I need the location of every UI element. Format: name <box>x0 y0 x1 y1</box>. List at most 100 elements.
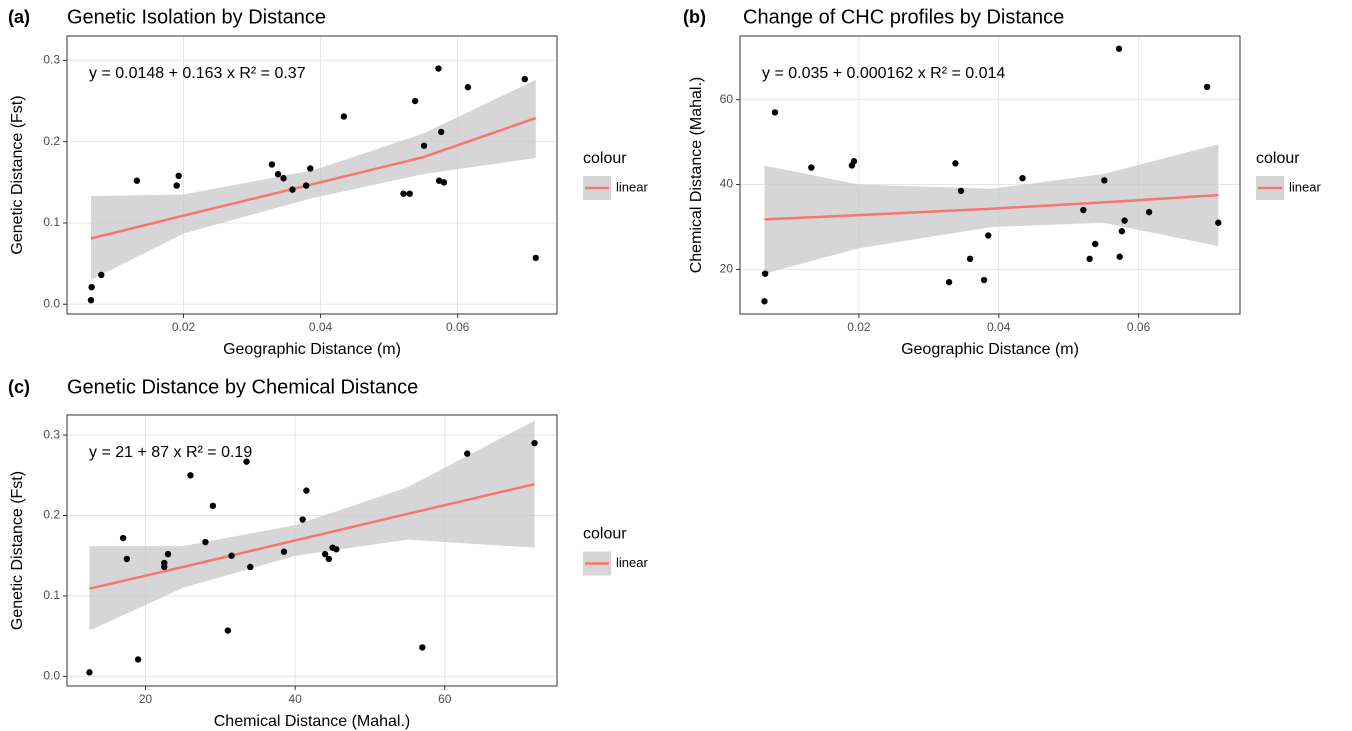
fit-line <box>89 482 535 590</box>
y-tick-label: 0.1 <box>43 588 60 602</box>
data-point <box>274 170 282 178</box>
data-point <box>280 175 287 182</box>
data-point <box>340 113 348 120</box>
x-tick-label: 40 <box>288 692 302 706</box>
confidence-band <box>89 420 535 631</box>
data-point <box>86 669 93 676</box>
data-point <box>532 254 539 262</box>
x-tick-label: 0.06 <box>446 320 470 334</box>
data-point <box>957 187 965 195</box>
data-point <box>420 142 428 149</box>
y-tick-label: 0.0 <box>43 669 60 683</box>
data-point <box>161 563 168 571</box>
data-point <box>134 656 142 663</box>
data-point <box>98 271 105 279</box>
data-point <box>187 472 194 479</box>
x-axis-label: Geographic Distance (m) <box>901 341 1079 358</box>
data-point <box>1116 253 1123 260</box>
data-point <box>771 109 779 116</box>
data-point <box>247 563 254 571</box>
data-point <box>1080 206 1087 214</box>
data-point <box>1086 255 1093 263</box>
plot-border <box>739 35 1241 315</box>
confidence-band <box>90 79 536 280</box>
legend-label: linear <box>1289 179 1321 194</box>
panel-label: (b) <box>683 7 706 27</box>
data-point <box>1215 219 1222 226</box>
y-tick-label: 0.3 <box>43 53 60 67</box>
data-point <box>945 278 953 286</box>
data-point <box>1145 208 1153 216</box>
data-point <box>1101 177 1108 184</box>
data-point <box>329 544 336 551</box>
data-point <box>289 186 296 193</box>
data-point <box>307 165 314 172</box>
y-tick-label: 0.0 <box>43 296 60 310</box>
y-axis-label: Chemical Distance (Mahal.) <box>688 77 705 274</box>
chart-title: Genetic Distance by Chemical Distance <box>67 376 418 398</box>
data-point <box>985 232 992 239</box>
data-point <box>228 552 235 559</box>
y-tick-label: 40 <box>720 177 734 191</box>
legend-title: colour <box>583 150 627 167</box>
data-point <box>268 161 276 168</box>
equation: y = 21 + 87 x R² = 0.19 <box>89 444 252 461</box>
data-point <box>435 65 442 72</box>
data-point <box>521 75 528 83</box>
data-point <box>952 160 959 167</box>
data-point <box>1019 174 1026 182</box>
data-point <box>164 550 172 558</box>
data-point <box>321 550 329 558</box>
data-point <box>808 164 815 171</box>
legend-title: colour <box>1256 150 1300 167</box>
data-point <box>243 458 250 465</box>
legend-label: linear <box>616 555 648 570</box>
data-point <box>299 516 306 523</box>
data-point <box>761 298 768 305</box>
y-tick-label: 0.2 <box>43 134 60 148</box>
data-point <box>87 296 95 304</box>
y-tick-label: 60 <box>720 92 734 106</box>
fit-line <box>764 193 1219 221</box>
data-point <box>850 158 858 165</box>
chart-title: Genetic Isolation by Distance <box>67 6 326 28</box>
chart-title: Change of CHC profiles by Distance <box>743 6 1064 28</box>
data-point <box>303 487 310 494</box>
data-point <box>761 270 769 277</box>
plot-border <box>66 35 558 315</box>
data-point <box>980 276 988 284</box>
data-point <box>437 128 445 136</box>
data-point <box>325 555 333 563</box>
data-point <box>419 644 426 651</box>
data-point <box>175 172 182 180</box>
data-point <box>302 182 310 189</box>
data-point <box>411 97 419 105</box>
data-point <box>173 182 180 189</box>
data-point <box>966 255 974 263</box>
fit-line <box>90 116 537 240</box>
data-point <box>1121 217 1128 224</box>
data-point <box>202 538 209 546</box>
data-point <box>464 84 472 91</box>
y-tick-label: 0.2 <box>43 508 60 522</box>
panel-label: (a) <box>8 7 30 27</box>
x-tick-label: 0.04 <box>987 320 1011 334</box>
data-point <box>406 190 413 197</box>
data-point <box>1118 228 1126 235</box>
y-tick-label: 0.3 <box>43 427 60 441</box>
legend-title: colour <box>583 526 627 543</box>
y-tick-label: 20 <box>720 262 734 276</box>
x-tick-label: 60 <box>438 692 452 706</box>
plot-border <box>66 414 558 687</box>
y-tick-label: 0.1 <box>43 215 60 229</box>
data-point <box>224 627 232 634</box>
equation: y = 0.0148 + 0.163 x R² = 0.37 <box>89 65 306 82</box>
x-tick-label: 0.04 <box>309 320 333 334</box>
x-tick-label: 20 <box>139 692 153 706</box>
equation: y = 0.035 + 0.000162 x R² = 0.014 <box>762 65 1005 82</box>
data-point <box>464 450 471 457</box>
panel-label: (c) <box>8 377 30 397</box>
data-point <box>1092 240 1099 248</box>
data-point <box>123 555 131 563</box>
